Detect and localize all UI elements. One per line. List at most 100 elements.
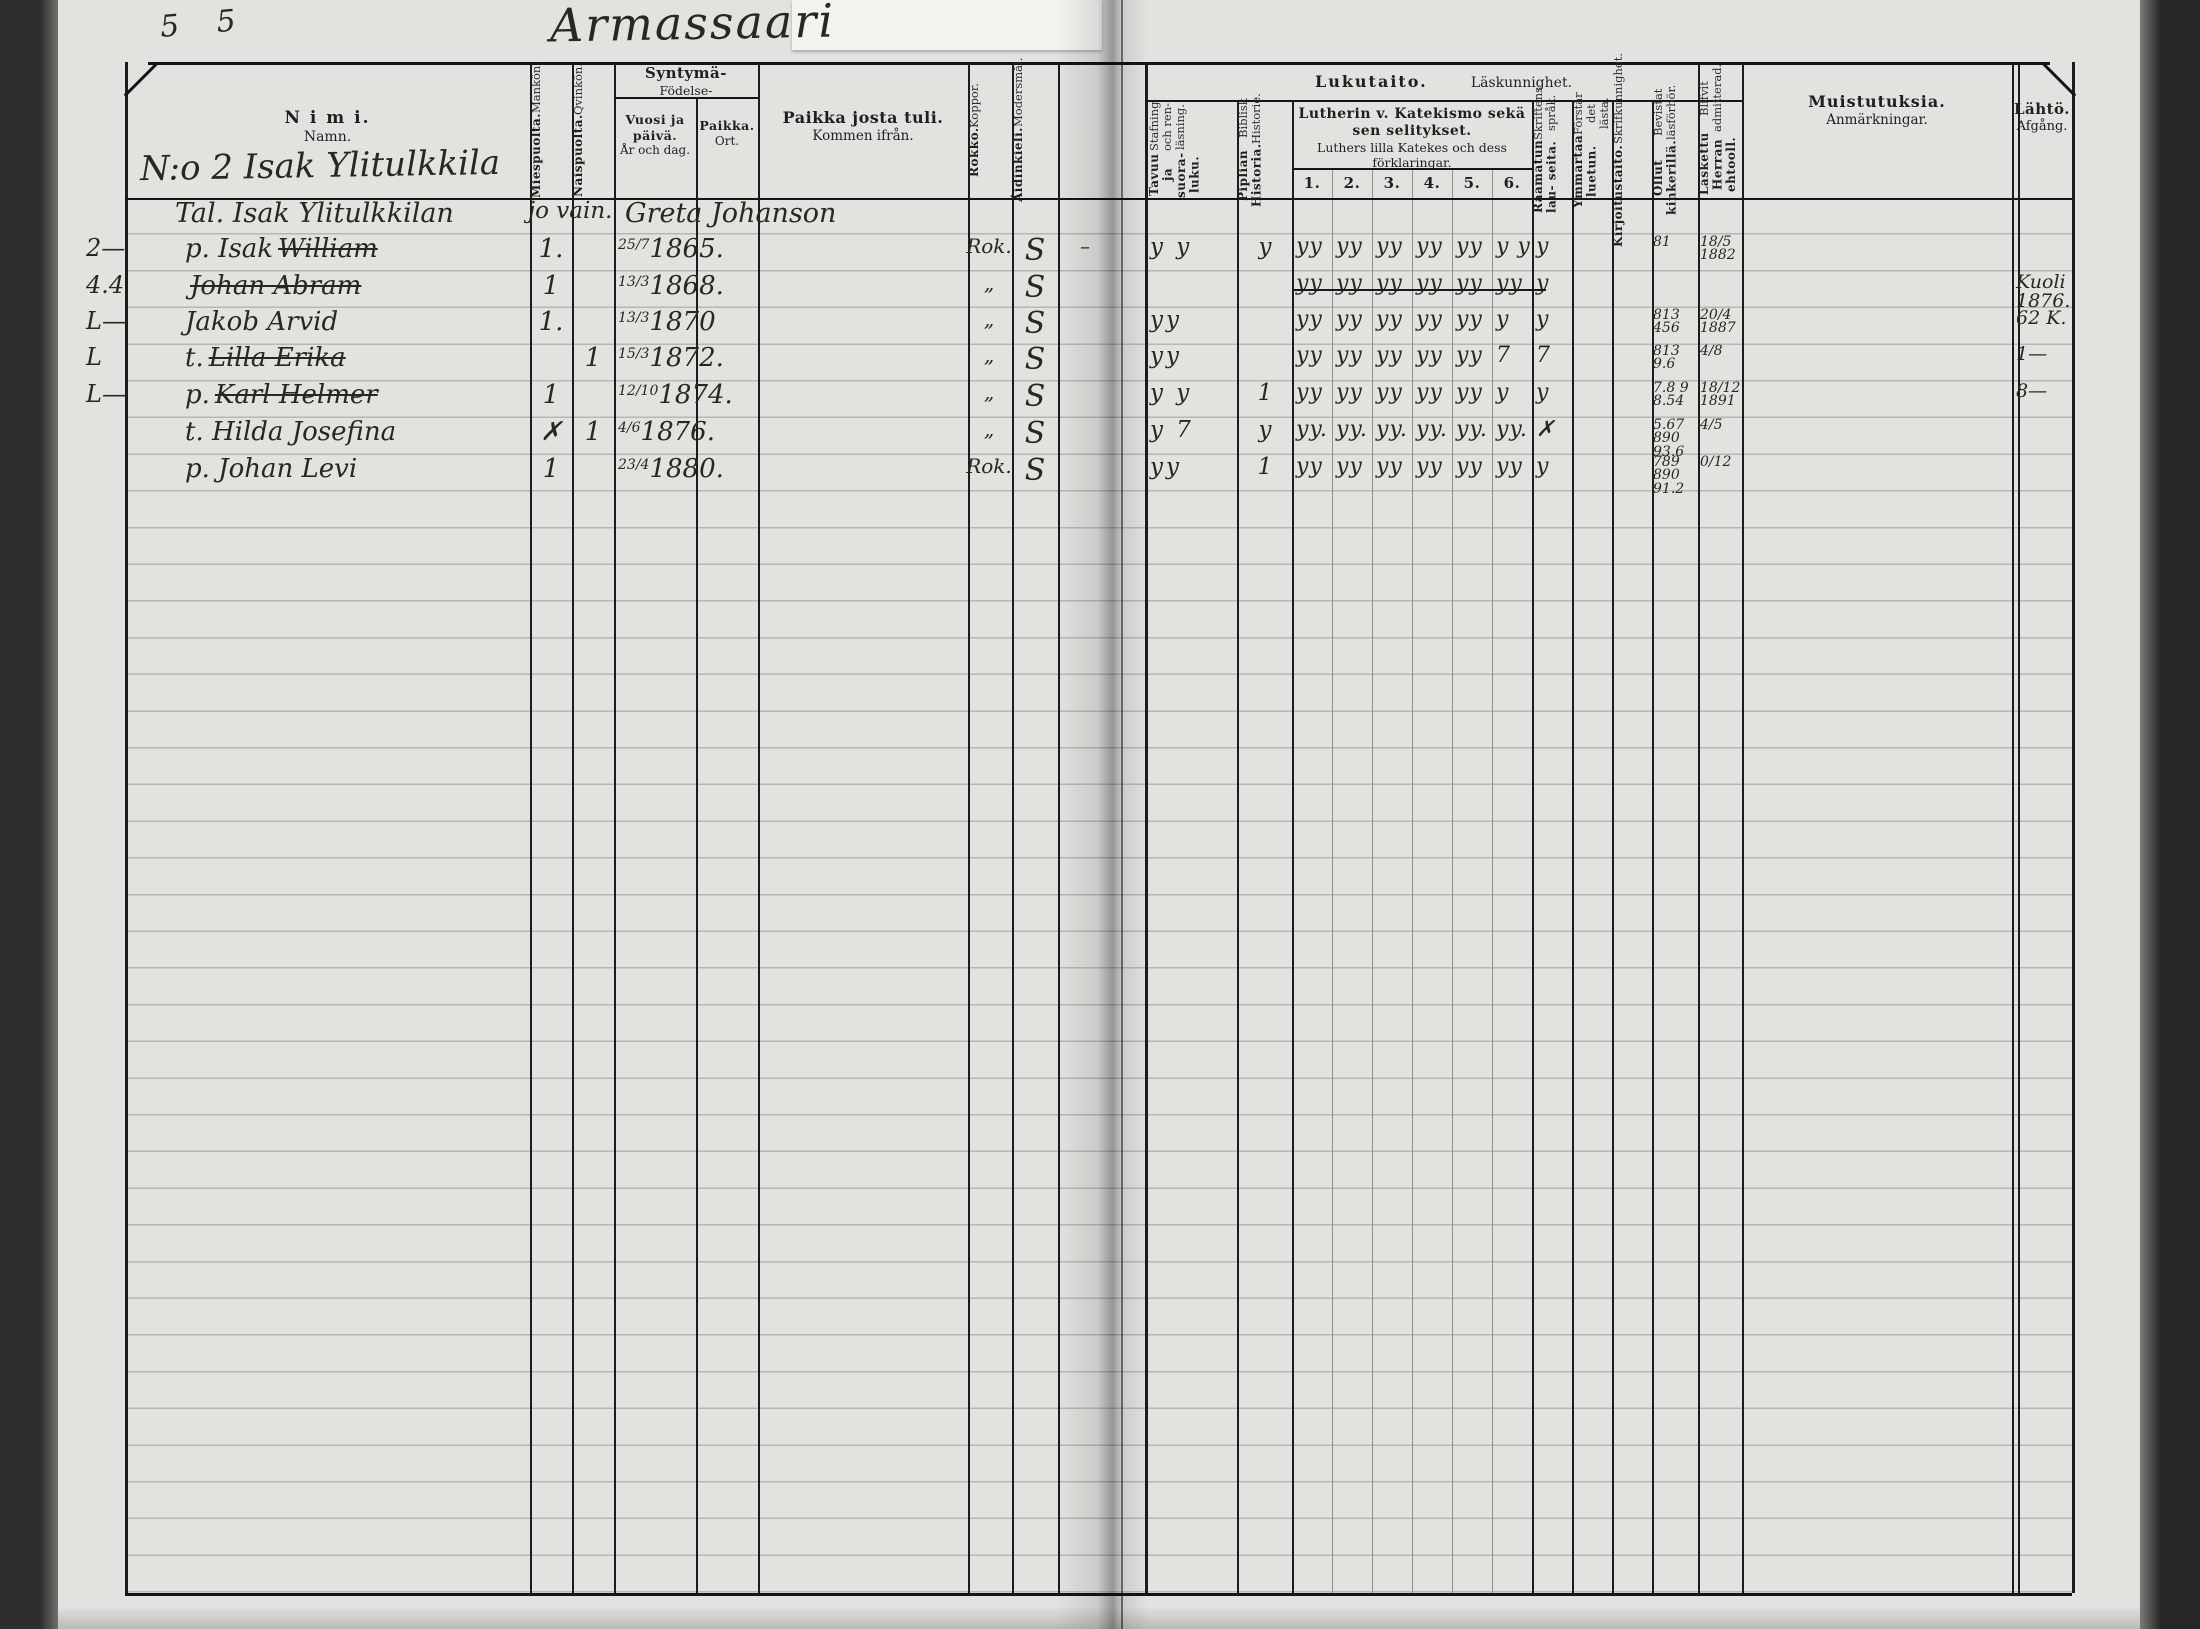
birth-day: 23/4 [618,457,650,473]
header-biblehist-sv: Biblisk Historie. [1236,92,1263,144]
birth-date: 15/31872. [618,345,724,371]
communion-note: 20/4 1887 [1700,307,1736,337]
header-cat-2: 2. [1343,174,1361,192]
meetings-note: 813 456 [1653,307,1680,337]
col-line [1012,62,1014,1593]
communion-note: 0/12 [1700,454,1732,470]
header-understands-sv: Förstår det lästa. [1571,92,1611,135]
meetings-note: 81 [1653,234,1671,250]
col-line [1292,100,1294,1593]
col-line [2012,62,2014,1593]
smallpox-mark: „ [983,380,995,404]
header-spelling: Tavuu ja suora- luku. Stafning och ren- … [1147,102,1237,198]
catechism-mark-4: yy [1416,234,1443,259]
birth-day: 15/3 [618,346,650,362]
header-birth-group: Syntymä- Födelse- [614,64,758,98]
catechism-mark-1: yy [1296,234,1323,259]
col-line [696,97,698,1593]
smallpox-mark: „ [983,271,995,295]
header-remarks-sv: Anmärkningar. [1826,112,1928,128]
birth-date: 4/61876. [618,419,715,445]
catechism-mark-3: yy [1376,271,1403,296]
header-birth-sv: Födelse- [659,82,713,98]
book-fold-line [1121,0,1123,1629]
col-line [572,62,574,1593]
departure-note: 1— [2016,343,2048,365]
catechism-mark-5: yy [1456,307,1483,332]
catechism-mark-3: yy [1376,343,1403,368]
birth-day: 12/10 [618,383,659,399]
header-female-sv: Qvinkön. [571,62,585,115]
farm-heading: N:o 2 Isak Ylitulkkila [139,142,501,190]
catechism-mark-4: yy. [1416,417,1448,442]
header-understands: Ymmärtää luetun. Förstår det lästa. [1571,92,1612,208]
catechism-mark-2: yy [1336,234,1363,259]
header-spelling-sv: Stafning och ren- läsning. [1147,102,1187,152]
spelling-marks: y y [1150,234,1193,260]
header-cat-1: 1. [1303,174,1321,192]
col-line [1492,168,1493,1593]
language-mark: S [1024,306,1046,341]
catechism-mark-1: yy. [1296,417,1328,442]
table-row: L t. Lilla Erika 1 15/31872. „ S yy yy yy… [0,342,2200,382]
header-literacy-group: Lukutaito. Läskunnighet. [1145,72,1742,93]
male-mark: 1 [542,454,560,484]
page-edge-tab [792,0,1102,50]
household-row: Tal. Isak Ylitulkkilan jo vain. Greta Jo… [0,200,2200,237]
person-name: Johan Abram [185,273,530,299]
person-name: t. Hilda Josefina [185,419,530,445]
header-understands-fi: Ymmärtää luetun. [1571,134,1599,208]
header-communion-sv: Blifvit admitterad. [1697,63,1724,133]
col-line [968,62,970,1593]
header-birthdate: Vuosi ja päivä. År och dag. [616,112,694,158]
birth-day: 4/6 [618,420,641,436]
communion-note: 18/12 1891 [1700,380,1741,410]
birth-year: 1876. [640,417,715,447]
person-name: t. Lilla Erika [185,345,530,371]
header-meetings-sv: Bevistat läsförhör. [1651,84,1678,141]
header-bottom-line [125,198,2072,200]
spelling-marks: yy [1150,307,1182,333]
catechism-mark-5: yy [1456,454,1483,479]
catechism-mark-1: yy [1296,380,1323,405]
scan-edge-bottom [58,1606,2140,1629]
scan-edge-right [2140,0,2200,1629]
bible-history-mark: 1 [1257,454,1273,480]
header-male-fi: Miespuolta. [529,113,543,198]
header-cat-5: 5. [1463,174,1481,192]
catechism-mark-6: y [1496,307,1510,332]
catechism-mark-2: yy [1336,271,1363,296]
header-literacy-fi: Lukutaito. [1314,72,1428,91]
communion-note: 18/5 1882 [1700,234,1736,264]
spelling-marks: y y [1150,380,1193,406]
header-line [1292,168,1532,170]
col-line [1698,62,1700,1593]
header-literacy-sv: Läskunnighet. [1470,75,1573,91]
catechism-mark-2: yy [1336,343,1363,368]
scripture-mark: y [1536,454,1549,479]
language-mark: S [1024,270,1046,305]
birth-year: 1880. [649,454,724,484]
catechism-mark-3: yy [1376,454,1403,479]
header-birthdate-sv: År och dag. [619,143,691,158]
communion-note: 4/5 [1700,417,1723,433]
col-line [2018,62,2020,1593]
birth-date: 23/41880. [618,456,724,482]
header-male-sv: Mankön. [529,62,543,114]
language-mark: S [1024,233,1046,268]
margin-mark: 2— [86,234,126,262]
spelling-marks: y 7 [1150,417,1194,443]
scripture-mark: y [1536,307,1549,332]
table-border-left [125,62,128,1593]
bible-history-mark: 1 [1257,380,1273,406]
smallpox-mark: Rok. [966,234,1012,258]
catechism-mark-5: yy [1456,271,1483,296]
language-mark: S [1024,342,1046,377]
col-line [1612,100,1614,1593]
col-line [1412,168,1413,1593]
birth-year: 1865. [649,234,724,264]
header-name-sv: Namn. [303,129,352,146]
page-title-handwritten: Armassaari [549,0,836,53]
catechism-mark-2: yy [1336,380,1363,405]
person-name-text: p. Isak [185,234,274,264]
